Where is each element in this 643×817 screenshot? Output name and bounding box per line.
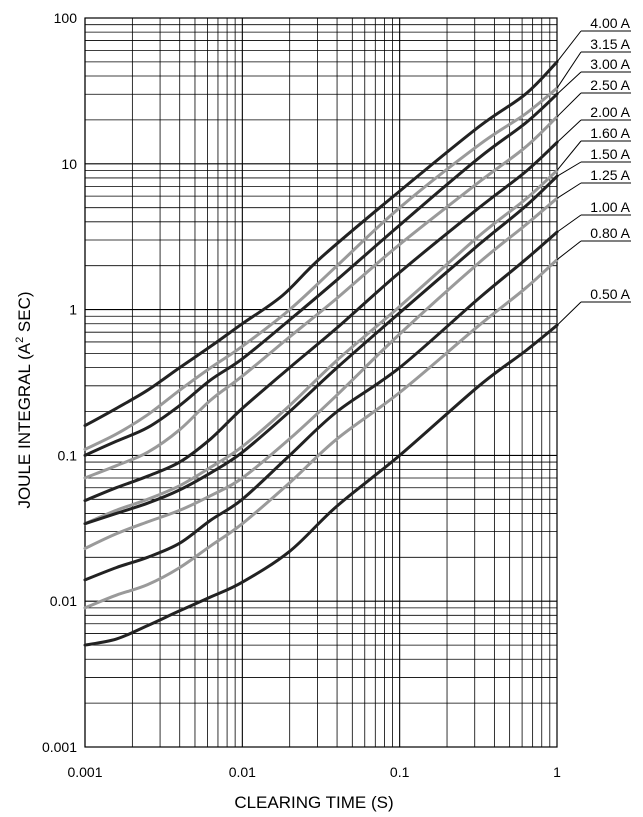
series-line [83,196,559,550]
x-tick-label: 0.01 [229,764,256,780]
series-label: 4.00 A [590,15,630,31]
series-line [83,174,559,526]
series-label: 0.50 A [590,286,630,302]
x-tick-label: 0.001 [67,764,102,780]
series-label: 3.15 A [590,36,630,52]
y-axis-title: JOULE INTEGRAL (A2 SEC) [14,291,34,508]
y-axis-title-main: JOULE INTEGRAL (A [15,342,34,508]
series-label-leader [556,301,582,326]
plot-frame [84,17,558,748]
y-tick-label: 0.001 [42,739,77,755]
series-line [83,92,559,457]
chart-grid [84,18,557,748]
series-label-leader [556,30,582,63]
x-tick-label: 0.1 [390,764,410,780]
series-label: 0.80 A [590,225,630,241]
series-label: 1.50 A [590,146,630,162]
series-label: 3.00 A [590,56,630,72]
series-label-leader [556,51,582,89]
series-label-leader [556,119,582,143]
series-label: 2.50 A [590,77,630,93]
series-line [83,86,559,451]
series-label: 2.00 A [590,104,630,120]
y-axis-title-superscript: 2 [14,337,26,343]
y-axis-title-end: SEC) [15,291,34,336]
series-line [83,258,559,610]
series-label-leader [556,182,582,199]
y-tick-label: 100 [54,10,78,26]
series-line [83,169,559,526]
series-layer [83,60,559,647]
series-label: 1.00 A [590,199,630,215]
series-label: 1.25 A [590,167,630,183]
series-line [83,141,559,503]
series-line [83,60,559,428]
series-line [83,230,559,582]
series-label-leader [556,240,582,261]
series-label: 1.60 A [590,125,630,141]
x-axis-title: CLEARING TIME (S) [234,793,393,812]
y-tick-label: 0.01 [50,593,77,609]
series-label-leader [556,71,582,95]
y-tick-label: 0.1 [58,447,78,463]
series-line [83,323,559,647]
series-label-leader [556,140,582,171]
x-tick-label: 1 [553,764,561,780]
series-label-leader [556,92,582,118]
series-label-layer: 4.00 A 3.15 A 3.00 A 2.50 A 2.00 A 1.60 A 1.50… [556,15,631,326]
series-line [83,115,559,480]
series-label-leader [556,161,582,177]
tick-label-layer: 0.001 0.01 0.1 1 0.001 0.01 0.1 1 10 100 [42,10,561,780]
y-tick-label: 10 [61,156,77,172]
series-label-leader [556,214,582,233]
y-tick-label: 1 [69,302,77,318]
